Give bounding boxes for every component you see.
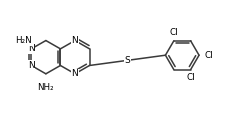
Text: N: N bbox=[72, 69, 78, 78]
Text: N: N bbox=[28, 61, 35, 70]
Text: NH₂: NH₂ bbox=[38, 83, 54, 92]
Text: N: N bbox=[72, 36, 78, 45]
Text: H₂N: H₂N bbox=[15, 36, 32, 45]
Text: Cl: Cl bbox=[169, 28, 178, 37]
Text: S: S bbox=[125, 56, 130, 65]
Text: N: N bbox=[28, 44, 35, 53]
Text: Cl: Cl bbox=[205, 51, 213, 60]
Text: Cl: Cl bbox=[186, 73, 195, 82]
